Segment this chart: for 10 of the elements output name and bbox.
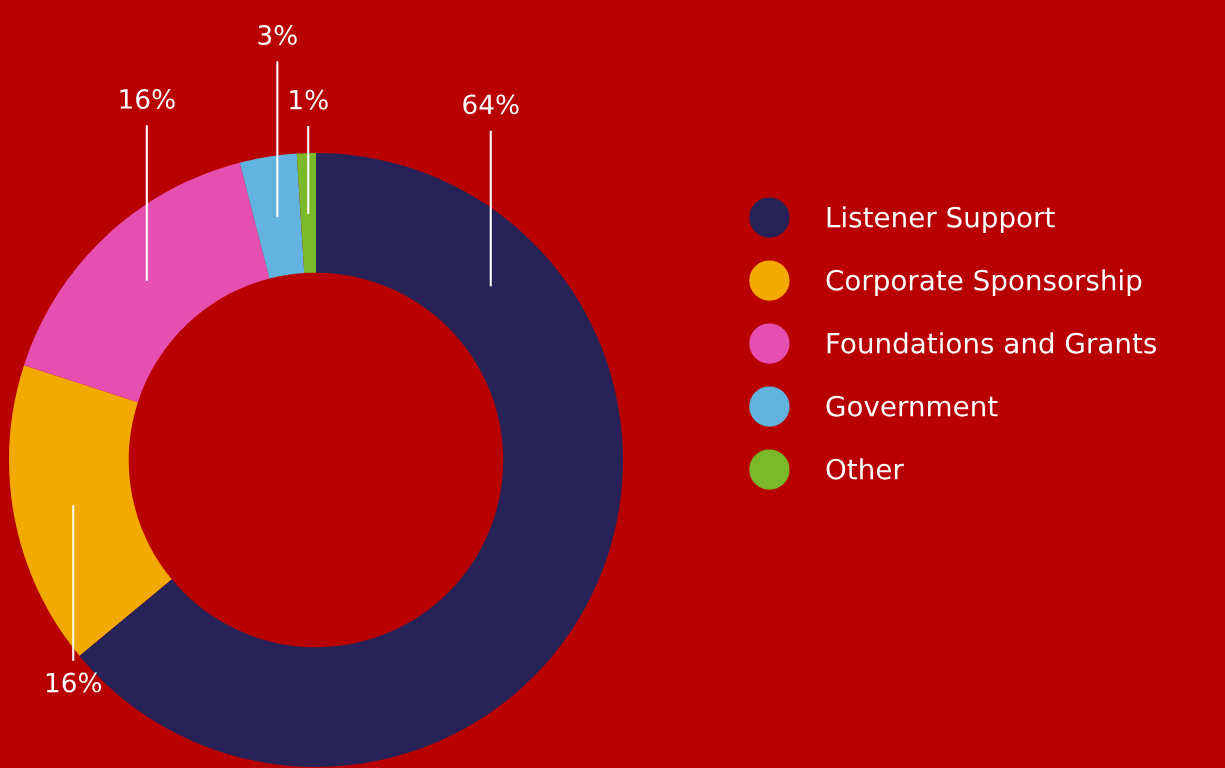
data-label: 16% [46,672,102,693]
legend-label: Listener Support [827,206,1055,234]
legend-label: Foundations and Grants [827,332,1156,354]
data-label: 1% [290,89,328,110]
data-label: 16% [120,88,175,109]
legend-label: Other [826,458,904,480]
data-label: 64% [463,94,519,115]
legend-label: Government [826,395,998,417]
legend-label: Corporate Sponsorship [826,269,1142,297]
data-label: 3% [258,25,297,46]
